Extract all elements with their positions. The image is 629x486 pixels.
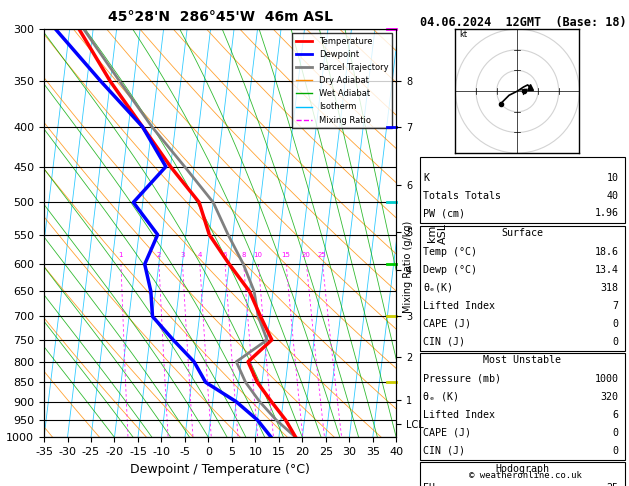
Text: 6: 6: [612, 410, 618, 420]
Text: 40: 40: [606, 191, 618, 201]
Text: CAPE (J): CAPE (J): [423, 428, 471, 438]
Y-axis label: hPa: hPa: [0, 222, 1, 244]
Text: θₑ (K): θₑ (K): [423, 392, 459, 402]
Text: K: K: [423, 173, 430, 183]
Text: Totals Totals: Totals Totals: [423, 191, 501, 201]
Text: 1.96: 1.96: [594, 208, 618, 219]
Text: 7: 7: [612, 301, 618, 311]
Text: 0: 0: [612, 446, 618, 456]
Text: Pressure (mb): Pressure (mb): [423, 374, 501, 384]
Text: Surface: Surface: [501, 228, 543, 238]
Text: CIN (J): CIN (J): [423, 446, 465, 456]
Text: 3: 3: [180, 253, 184, 259]
Text: Temp (°C): Temp (°C): [423, 247, 477, 257]
Text: 04.06.2024  12GMT  (Base: 18): 04.06.2024 12GMT (Base: 18): [420, 16, 626, 29]
Text: 13.4: 13.4: [594, 265, 618, 275]
Text: kt: kt: [460, 31, 467, 39]
Text: 10: 10: [253, 253, 262, 259]
Text: 318: 318: [600, 283, 618, 293]
Text: 6: 6: [223, 253, 227, 259]
Text: CIN (J): CIN (J): [423, 337, 465, 347]
Text: Mixing Ratio (g/kg): Mixing Ratio (g/kg): [403, 221, 413, 313]
Title: 45°28'N  286°45'W  46m ASL: 45°28'N 286°45'W 46m ASL: [108, 10, 333, 24]
Text: Hodograph: Hodograph: [496, 464, 549, 474]
Text: θₑ(K): θₑ(K): [423, 283, 454, 293]
Text: Most Unstable: Most Unstable: [483, 355, 562, 365]
Text: Dewp (°C): Dewp (°C): [423, 265, 477, 275]
Text: 10: 10: [606, 173, 618, 183]
Text: 25: 25: [606, 483, 618, 486]
Text: Lifted Index: Lifted Index: [423, 301, 495, 311]
Text: 25: 25: [318, 253, 326, 259]
Text: 0: 0: [612, 337, 618, 347]
Text: 2: 2: [157, 253, 161, 259]
Text: 4: 4: [198, 253, 202, 259]
Text: CAPE (J): CAPE (J): [423, 319, 471, 329]
Text: PW (cm): PW (cm): [423, 208, 465, 219]
Text: EH: EH: [423, 483, 435, 486]
Text: 320: 320: [600, 392, 618, 402]
Text: 18.6: 18.6: [594, 247, 618, 257]
Text: © weatheronline.co.uk: © weatheronline.co.uk: [469, 471, 582, 480]
Legend: Temperature, Dewpoint, Parcel Trajectory, Dry Adiabat, Wet Adiabat, Isotherm, Mi: Temperature, Dewpoint, Parcel Trajectory…: [292, 34, 392, 128]
Text: 0: 0: [612, 428, 618, 438]
Y-axis label: km
ASL: km ASL: [426, 223, 448, 244]
Text: 1: 1: [118, 253, 123, 259]
Text: 8: 8: [241, 253, 245, 259]
Text: 0: 0: [612, 319, 618, 329]
Text: 20: 20: [301, 253, 310, 259]
Text: 15: 15: [281, 253, 290, 259]
Text: 1000: 1000: [594, 374, 618, 384]
Text: Lifted Index: Lifted Index: [423, 410, 495, 420]
X-axis label: Dewpoint / Temperature (°C): Dewpoint / Temperature (°C): [130, 463, 310, 476]
